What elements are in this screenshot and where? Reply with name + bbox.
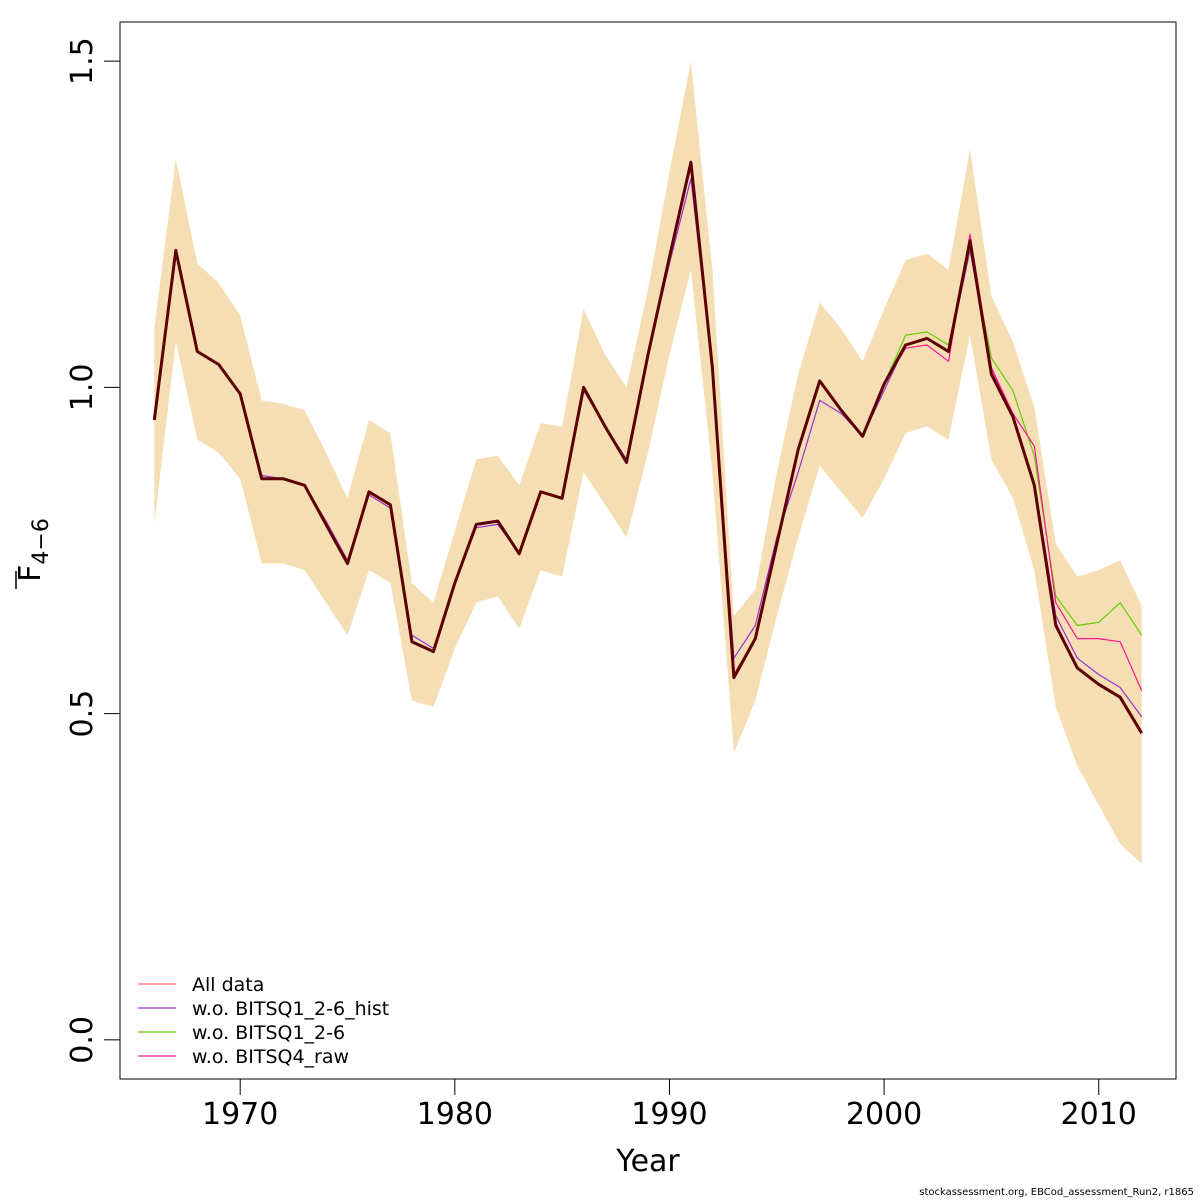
x-tick-label: 1990 — [631, 1097, 707, 1132]
y-axis-title-subscript: 4−6 — [29, 518, 54, 564]
legend-label: All data — [192, 974, 264, 996]
y-axis: 0.0 0.5 1.0 1.5 — [65, 37, 121, 1064]
series-layer — [152, 160, 1143, 734]
y-tick-label: 1.5 — [65, 37, 100, 85]
y-tick-label: 0.5 — [65, 690, 100, 738]
y-axis-title-main: F — [13, 565, 48, 582]
confidence-band-layer — [154, 61, 1142, 864]
y-tick-label: 0.0 — [65, 1016, 100, 1064]
x-axis: 1970 1980 1990 2000 2010 — [202, 1078, 1137, 1132]
y-axis-title: F4−6 — [13, 518, 54, 589]
x-tick-label: 2000 — [846, 1097, 922, 1132]
x-tick-label: 1970 — [202, 1097, 278, 1132]
footer-credit: stockassessment.org, EBCod_assessment_Ru… — [919, 1187, 1194, 1198]
svg-text:F4−6: F4−6 — [13, 518, 54, 582]
confidence-band — [154, 61, 1142, 864]
legend-label: w.o. BITSQ1_2-6 — [192, 1022, 345, 1044]
legend-label: w.o. BITSQ4_raw — [192, 1046, 349, 1068]
x-tick-label: 1980 — [417, 1097, 493, 1132]
series-line-estimate — [152, 160, 1143, 734]
legend-label: w.o. BITSQ1_2-6_hist — [192, 998, 389, 1020]
y-tick-label: 1.0 — [65, 364, 100, 412]
x-tick-label: 2010 — [1061, 1097, 1137, 1132]
x-axis-title: Year — [615, 1144, 680, 1179]
